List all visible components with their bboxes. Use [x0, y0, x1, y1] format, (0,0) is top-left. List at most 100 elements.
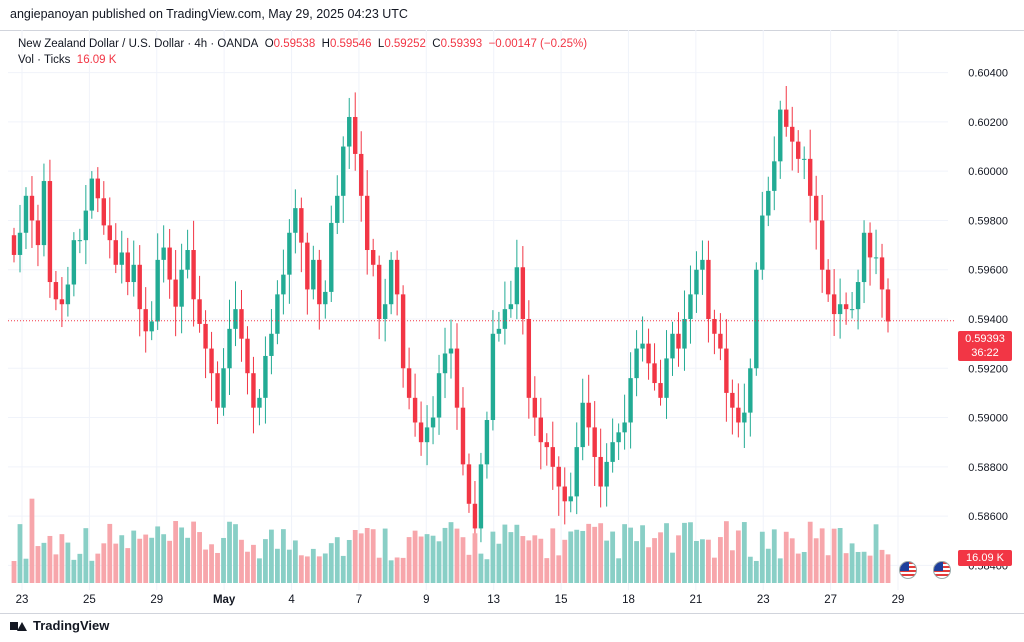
candle-body	[556, 466, 561, 487]
volume-bar	[538, 538, 544, 583]
volume-bar	[478, 553, 484, 583]
candle-body	[41, 181, 47, 246]
volume-bar	[430, 535, 436, 583]
volume-bar	[233, 524, 238, 583]
candle-body	[364, 195, 370, 251]
volume-bar	[610, 531, 616, 583]
x-tick-label: May	[213, 594, 236, 606]
volume-bar	[496, 543, 502, 583]
last-price-tag: 0.59393 36:22	[958, 331, 1012, 361]
volume-bar	[179, 527, 185, 583]
candle-body	[251, 373, 256, 408]
chart-legend: New Zealand Dollar / U.S. Dollar · 4h · …	[18, 36, 587, 68]
symbol-name[interactable]: New Zealand Dollar / U.S. Dollar · 4h · …	[18, 38, 259, 50]
candle-body	[161, 247, 166, 260]
candle-body	[131, 264, 136, 283]
volume-bar	[376, 557, 382, 583]
candle-body	[29, 195, 35, 221]
candle-body	[568, 496, 573, 502]
volume-bar	[490, 531, 496, 583]
candle-body	[478, 464, 484, 529]
volume-bar	[520, 536, 526, 583]
volume-label[interactable]: Vol · Ticks	[18, 54, 71, 66]
volume-bar	[95, 553, 101, 583]
candle-body	[215, 373, 220, 408]
candle-body	[53, 282, 59, 300]
candle-body	[269, 333, 274, 356]
candle-body	[664, 358, 669, 398]
volume-bar	[280, 529, 286, 583]
candle-body	[604, 461, 609, 487]
candle-body	[885, 289, 891, 322]
candle-body	[281, 274, 286, 295]
volume-bar	[155, 526, 161, 583]
us-flag-icon[interactable]	[899, 561, 917, 579]
candle-body	[736, 407, 741, 423]
candle-body	[347, 116, 352, 147]
y-tick-label: 0.60000	[968, 166, 1008, 178]
volume-bar	[825, 555, 831, 583]
candle-body	[825, 269, 831, 295]
volume-bar	[556, 555, 562, 583]
x-tick-label: 4	[288, 594, 295, 606]
volume-bar	[197, 532, 202, 583]
volume-bar	[304, 556, 310, 583]
footer-brand[interactable]: TradingView	[10, 618, 109, 633]
volume-bar	[412, 530, 418, 583]
volume-bar	[604, 540, 610, 583]
candle-body	[125, 252, 130, 283]
volume-bar	[137, 538, 143, 583]
candle-body	[35, 220, 41, 246]
volume-bar	[191, 521, 196, 583]
candle-body	[466, 464, 472, 504]
volume-bar	[592, 526, 598, 583]
candle-body	[484, 420, 490, 465]
volume-bar	[712, 557, 717, 583]
candle-body	[586, 402, 591, 428]
y-tick-label: 0.60200	[968, 117, 1008, 129]
candle-body	[766, 190, 771, 216]
y-tick-label: 0.58600	[968, 511, 1008, 523]
candle-body	[640, 343, 645, 349]
candle-body	[370, 250, 376, 265]
volume-bar	[885, 554, 891, 583]
volume-bar	[664, 523, 669, 583]
volume-bar	[562, 539, 568, 583]
candle-body	[305, 242, 310, 290]
candle-body	[754, 269, 759, 369]
volume-bar	[203, 549, 208, 583]
volume-bar	[454, 528, 460, 583]
volume-bar	[735, 530, 741, 583]
volume-bar	[843, 553, 849, 583]
candle-body	[149, 321, 154, 332]
volume-bar	[807, 521, 813, 583]
x-tick-label: 13	[487, 594, 500, 606]
volume-bar	[873, 524, 879, 583]
volume-bar	[89, 560, 95, 583]
volume-bar	[867, 555, 873, 583]
candle-body	[359, 153, 364, 196]
volume-bar	[328, 543, 334, 583]
volume-bar	[418, 536, 424, 583]
volume-bar	[508, 532, 514, 583]
candle-body	[239, 309, 244, 339]
candle-body	[646, 343, 651, 364]
tradingview-logo-icon	[10, 620, 28, 632]
volume-bar	[813, 538, 819, 583]
y-tick-label: 0.59400	[968, 314, 1008, 326]
candle-body	[616, 432, 621, 443]
candle-body	[382, 304, 388, 319]
candle-body	[191, 250, 196, 300]
candle-body	[442, 353, 448, 374]
candlestick-chart[interactable]: 0.60400 0.60200 0.60000 0.59800 0.59600 0.594…	[0, 30, 1024, 614]
volume-bar	[346, 539, 352, 583]
volume-bar	[215, 552, 220, 583]
candle-body	[843, 304, 849, 310]
candle-body	[658, 383, 663, 398]
volume-bar	[245, 551, 250, 583]
candle-body	[879, 257, 885, 290]
volume-bar	[269, 529, 274, 583]
x-tick-label: 7	[356, 594, 362, 606]
candle-body	[329, 222, 334, 292]
us-flag-icon[interactable]	[933, 561, 951, 579]
